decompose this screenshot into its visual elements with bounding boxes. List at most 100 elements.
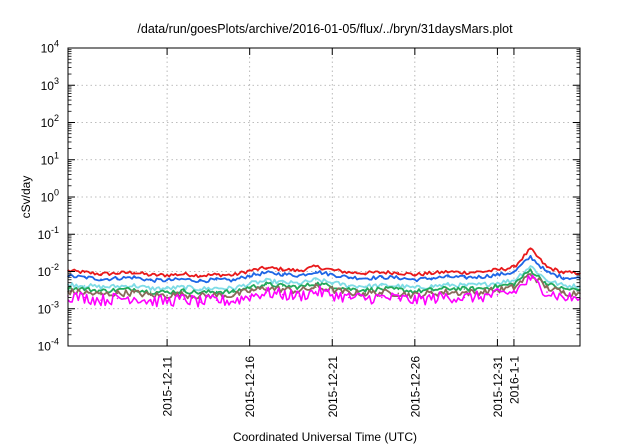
data-point <box>314 290 317 293</box>
y-tick-exponent: -1 <box>51 225 59 235</box>
data-point <box>298 282 301 285</box>
data-point <box>100 273 102 275</box>
y-tick-exponent: 4 <box>54 39 59 49</box>
data-point <box>116 277 119 280</box>
y-tick-base: 10 <box>38 265 52 279</box>
data-point <box>430 297 433 300</box>
series-layer <box>67 247 581 308</box>
data-point <box>232 287 234 290</box>
data-point <box>166 279 168 282</box>
data-point <box>248 295 251 297</box>
data-point <box>430 292 433 295</box>
data-point <box>513 286 515 289</box>
data-point <box>480 284 482 286</box>
data-point <box>480 276 482 278</box>
data-point <box>331 281 334 284</box>
x-tick-label: 2016-1-1 <box>507 356 521 404</box>
data-point <box>513 283 515 285</box>
data-point <box>529 248 532 250</box>
data-point <box>381 291 383 294</box>
data-point <box>381 296 383 299</box>
y-tick-base: 10 <box>38 340 52 354</box>
data-point <box>265 267 268 269</box>
y-tick-base: 10 <box>41 116 55 130</box>
chart-title: /data/run/goesPlots/archive/2016-01-05/f… <box>137 22 513 36</box>
data-point <box>397 271 400 274</box>
y-axis-label: cSv/day <box>19 176 33 219</box>
data-point <box>447 295 449 298</box>
data-point <box>265 272 268 274</box>
data-point <box>381 271 383 274</box>
data-point <box>529 265 532 267</box>
data-point <box>496 281 499 284</box>
data-point <box>447 291 449 293</box>
data-point <box>348 284 350 287</box>
data-point <box>397 292 400 295</box>
data-point <box>133 291 135 294</box>
data-point <box>397 297 400 300</box>
data-point <box>480 291 482 293</box>
y-tick-label: 103 <box>41 76 59 93</box>
y-tick-label: 104 <box>41 39 59 56</box>
data-point <box>397 285 400 287</box>
data-point <box>248 269 251 272</box>
data-point <box>149 300 152 302</box>
data-point <box>496 269 499 271</box>
data-point <box>463 296 466 299</box>
data-point <box>298 295 301 297</box>
data-point <box>529 277 532 280</box>
data-point <box>414 299 416 302</box>
data-point <box>463 284 466 287</box>
data-point <box>381 288 383 290</box>
data-point <box>364 277 367 280</box>
x-tick-label: 2015-12-21 <box>326 356 340 418</box>
data-point <box>348 288 350 290</box>
data-point <box>182 286 185 289</box>
data-point <box>166 287 168 290</box>
data-point <box>314 270 317 273</box>
data-point <box>546 279 548 282</box>
y-tick-exponent: 0 <box>54 188 59 198</box>
data-point <box>248 282 251 285</box>
data-point <box>447 271 449 273</box>
data-point <box>248 286 251 289</box>
data-point <box>133 284 135 287</box>
data-point <box>83 288 86 290</box>
data-point <box>364 272 367 275</box>
series-line <box>67 254 581 284</box>
tick-layer: 10-410-310-210-11001011021031042015-12-1… <box>38 39 580 418</box>
data-point <box>116 292 119 295</box>
data-point <box>83 291 86 294</box>
grid-layer <box>68 48 580 346</box>
data-point <box>265 280 268 282</box>
data-point <box>100 290 102 292</box>
data-point <box>364 285 367 288</box>
data-point <box>166 274 168 276</box>
data-point <box>199 301 201 304</box>
data-point <box>463 271 466 274</box>
data-point <box>83 271 86 274</box>
data-point <box>281 281 284 284</box>
data-point <box>513 291 515 293</box>
data-point <box>414 279 416 281</box>
data-point <box>562 284 565 287</box>
data-point <box>546 286 548 289</box>
data-point <box>281 268 284 271</box>
x-tick-label: 2015-12-26 <box>408 356 422 418</box>
data-point <box>381 284 383 287</box>
data-point <box>116 272 119 275</box>
data-point <box>430 285 433 288</box>
data-point <box>215 279 218 281</box>
data-point <box>83 296 86 299</box>
data-point <box>562 291 565 294</box>
y-tick-exponent: 1 <box>54 150 59 160</box>
y-tick-label: 10-2 <box>38 262 59 279</box>
data-point <box>100 293 102 296</box>
data-point <box>529 255 532 258</box>
data-point <box>166 294 168 297</box>
data-point <box>116 297 119 300</box>
data-point <box>480 271 482 273</box>
data-point <box>562 271 565 274</box>
y-tick-label: 101 <box>41 150 59 167</box>
data-point <box>298 269 301 272</box>
